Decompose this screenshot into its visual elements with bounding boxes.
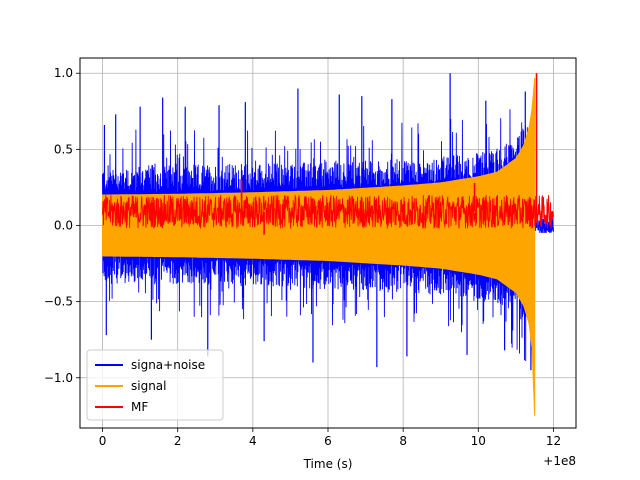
x-axis-offset-label: +1e8 xyxy=(543,454,576,468)
y-tick-label: 0.5 xyxy=(54,142,73,156)
ticks: 0 2 4 6 8 10 12 −1.0 −0.5 0.0 0.5 1.0 xyxy=(44,66,561,448)
x-tick-label: 0 xyxy=(99,434,107,448)
x-tick-label: 10 xyxy=(471,434,486,448)
series-mf xyxy=(102,73,554,235)
x-tick-label: 4 xyxy=(249,434,257,448)
legend-label-signal-noise: signa+noise xyxy=(131,358,205,372)
y-tick-label: 0.0 xyxy=(54,218,73,232)
legend: signa+noise signal MF xyxy=(86,349,224,421)
y-tick-label: 1.0 xyxy=(54,66,73,80)
x-tick-label: 6 xyxy=(324,434,332,448)
series-signal-noise xyxy=(102,73,554,371)
x-axis-label: Time (s) xyxy=(303,457,353,471)
x-tick-label: 8 xyxy=(399,434,407,448)
legend-box xyxy=(86,349,224,421)
x-tick-label: 12 xyxy=(546,434,561,448)
series-area-signal xyxy=(102,77,536,416)
series-signal xyxy=(102,77,536,416)
y-tick-label: −0.5 xyxy=(44,295,73,309)
plot-area xyxy=(102,73,554,416)
legend-label-mf: MF xyxy=(131,400,148,414)
y-tick-label: −1.0 xyxy=(44,371,73,385)
x-tick-label: 2 xyxy=(174,434,182,448)
legend-label-signal: signal xyxy=(131,379,167,393)
series-line-mf xyxy=(102,194,554,230)
